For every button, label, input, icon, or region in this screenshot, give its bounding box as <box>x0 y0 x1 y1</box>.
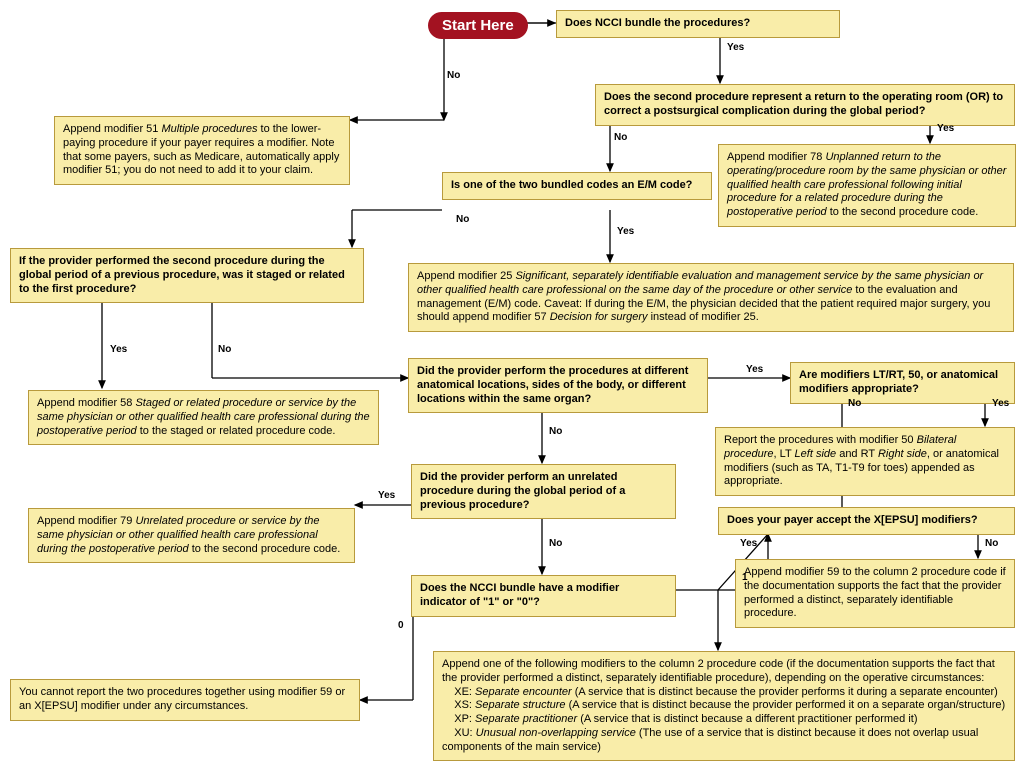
lbl: Yes <box>992 398 1009 409</box>
lbl: No <box>549 426 562 437</box>
lbl: 0 <box>398 620 404 631</box>
a-x: Append one of the following modifiers to… <box>433 651 1015 761</box>
q-anat: Did the provider perform the procedures … <box>408 358 708 413</box>
a-cant: You cannot report the two procedures tog… <box>10 679 360 721</box>
start-node: Start Here <box>428 12 528 39</box>
a-78: Append modifier 78 Unplanned return to t… <box>718 144 1016 227</box>
a-51: Append modifier 51 Multiple procedures t… <box>54 116 350 185</box>
lbl: Yes <box>740 538 757 549</box>
lbl: Yes <box>746 364 763 375</box>
q-ind: Does the NCCI bundle have a modifier ind… <box>411 575 676 617</box>
lbl: Yes <box>110 344 127 355</box>
lbl: No <box>549 538 562 549</box>
a-50: Report the procedures with modifier 50 B… <box>715 427 1015 496</box>
lbl: Yes <box>617 226 634 237</box>
lbl: No <box>614 132 627 143</box>
q-xepsu: Does your payer accept the X[EPSU] modif… <box>718 507 1015 535</box>
lbl: No <box>985 538 998 549</box>
lbl: 1 <box>742 572 748 583</box>
a-25: Append modifier 25 Significant, separate… <box>408 263 1014 332</box>
q-or: Does the second procedure represent a re… <box>595 84 1015 126</box>
a-79: Append modifier 79 Unrelated procedure o… <box>28 508 355 563</box>
a-59: Append modifier 59 to the column 2 proce… <box>735 559 1015 628</box>
a-58: Append modifier 58 Staged or related pro… <box>28 390 379 445</box>
lbl: No <box>456 214 469 225</box>
lbl: Yes <box>937 123 954 134</box>
lbl: Yes <box>727 42 744 53</box>
lbl: No <box>218 344 231 355</box>
q-ltrt: Are modifiers LT/RT, 50, or anatomical m… <box>790 362 1015 404</box>
q-staged: If the provider performed the second pro… <box>10 248 364 303</box>
lbl: No <box>447 70 460 81</box>
q-ncci: Does NCCI bundle the procedures? <box>556 10 840 38</box>
lbl: Yes <box>378 490 395 501</box>
lbl: No <box>848 398 861 409</box>
q-unrel: Did the provider perform an unrelated pr… <box>411 464 676 519</box>
q-em: Is one of the two bundled codes an E/M c… <box>442 172 712 200</box>
